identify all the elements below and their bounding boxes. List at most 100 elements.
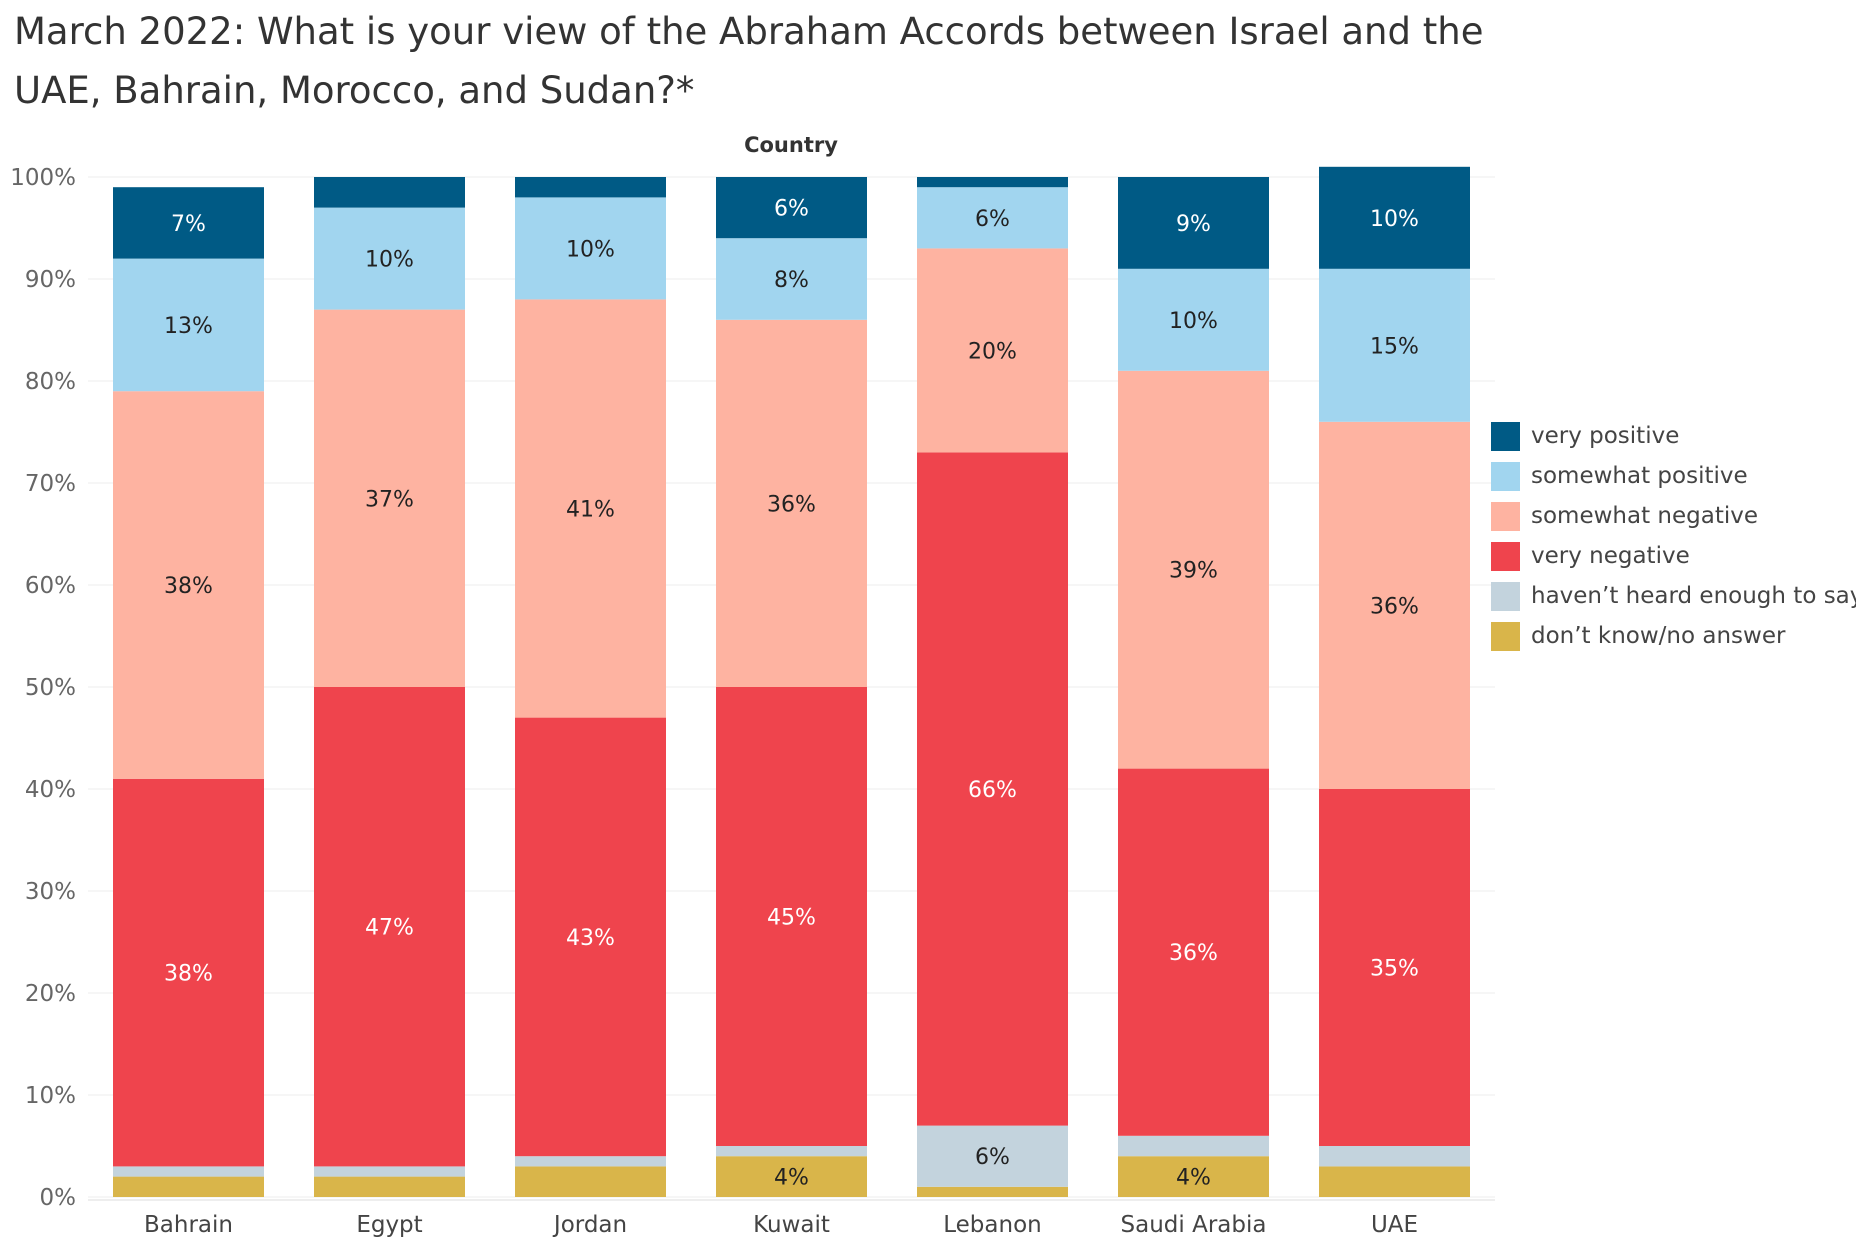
bar-segment-egypt-haven-t-heard-enough-to-say	[314, 1166, 465, 1177]
data-label-uae-somewhat-negative: 36%	[1370, 594, 1419, 619]
bar-segment-saudi-arabia-don-t-know-no-answer	[1118, 1156, 1269, 1197]
bar-segment-jordan-very-positive	[515, 177, 666, 198]
x-tick-label-egypt: Egypt	[356, 1212, 422, 1238]
bar-segment-bahrain-very-positive	[113, 187, 264, 259]
bar-segment-egypt-somewhat-negative	[314, 309, 465, 687]
bar-segment-kuwait-somewhat-positive	[716, 238, 867, 320]
bar-segment-lebanon-very-negative	[917, 452, 1068, 1126]
y-tick-label: 10%	[25, 1083, 76, 1109]
bar-segment-kuwait-very-positive	[716, 177, 867, 239]
legend-swatch	[1491, 461, 1520, 491]
data-label-bahrain-very-positive: 7%	[171, 212, 206, 237]
chart-title: March 2022: What is your view of the Abr…	[14, 10, 1484, 112]
legend-item-very-negative: very negative	[1491, 536, 1856, 576]
bar-segment-uae-very-positive	[1319, 166, 1470, 269]
data-label-uae-very-negative: 35%	[1370, 957, 1419, 982]
x-tick-label-jordan: Jordan	[552, 1212, 627, 1238]
segment-labels-group: 38% 38% 13% 7% 47% 37% 10% 43% 41% 10% 4% 45% 36% 8% 6…	[164, 197, 1419, 1191]
bar-segment-jordan-don-t-know-no-answer	[515, 1166, 666, 1197]
legend-item-don-t-know-no-answer: don’t know/no answer	[1491, 616, 1856, 656]
bar-segment-kuwait-very-negative	[716, 687, 867, 1146]
bar-segment-uae-somewhat-negative	[1319, 421, 1470, 789]
x-tick-label-saudi-arabia: Saudi Arabia	[1121, 1212, 1267, 1238]
bar-segment-jordan-somewhat-negative	[515, 299, 666, 718]
data-label-jordan-very-negative: 43%	[566, 926, 615, 951]
y-tick-label: 90%	[25, 267, 76, 293]
legend-label: haven’t heard enough to say	[1531, 583, 1856, 609]
data-label-jordan-somewhat-negative: 41%	[566, 498, 615, 523]
bar-segment-kuwait-somewhat-negative	[716, 319, 867, 687]
bar-segment-bahrain-somewhat-positive	[113, 258, 264, 392]
bar-segment-egypt-very-negative	[314, 687, 465, 1167]
bar-segment-saudi-arabia-somewhat-positive	[1118, 268, 1269, 371]
legend-swatch	[1491, 541, 1520, 571]
facet-header-country: Country	[744, 133, 838, 157]
data-label-saudi-arabia-very-negative: 36%	[1169, 941, 1218, 966]
legend-swatch	[1491, 621, 1520, 651]
bar-segment-lebanon-somewhat-positive	[917, 187, 1068, 249]
x-tick-label-uae: UAE	[1371, 1212, 1418, 1238]
legend: very positive somewhat positive somewhat n…	[1491, 416, 1856, 656]
data-label-kuwait-very-negative: 45%	[767, 906, 816, 931]
x-tick-label-bahrain: Bahrain	[144, 1212, 233, 1238]
data-label-bahrain-somewhat-positive: 13%	[164, 314, 213, 339]
data-label-egypt-somewhat-negative: 37%	[365, 487, 414, 512]
data-label-saudi-arabia-don-t-know-no-answer: 4%	[1176, 1166, 1211, 1191]
legend-item-somewhat-positive: somewhat positive	[1491, 456, 1856, 496]
bar-segment-egypt-very-positive	[314, 177, 465, 208]
y-tick-label: 0%	[40, 1185, 77, 1211]
bar-segment-bahrain-very-negative	[113, 778, 264, 1167]
bar-segment-jordan-haven-t-heard-enough-to-say	[515, 1156, 666, 1167]
data-label-saudi-arabia-somewhat-positive: 10%	[1169, 309, 1218, 334]
bar-segment-jordan-somewhat-positive	[515, 197, 666, 300]
y-tick-label: 50%	[25, 675, 76, 701]
bar-segment-kuwait-don-t-know-no-answer	[716, 1156, 867, 1197]
x-tick-label-kuwait: Kuwait	[753, 1212, 830, 1238]
bar-segment-lebanon-don-t-know-no-answer	[917, 1186, 1068, 1197]
data-label-kuwait-very-positive: 6%	[774, 197, 809, 222]
bar-segment-saudi-arabia-somewhat-negative	[1118, 370, 1269, 769]
legend-label: don’t know/no answer	[1531, 623, 1786, 649]
bar-segment-jordan-very-negative	[515, 717, 666, 1157]
bar-segment-bahrain-somewhat-negative	[113, 391, 264, 779]
y-tick-label: 60%	[25, 573, 76, 599]
data-label-uae-very-positive: 10%	[1370, 207, 1419, 232]
legend-item-very-positive: very positive	[1491, 416, 1856, 456]
data-label-bahrain-somewhat-negative: 38%	[164, 574, 213, 599]
data-label-lebanon-somewhat-positive: 6%	[975, 207, 1010, 232]
bar-segment-bahrain-haven-t-heard-enough-to-say	[113, 1166, 264, 1177]
y-tick-label: 40%	[25, 777, 76, 803]
bar-segment-lebanon-somewhat-negative	[917, 248, 1068, 453]
bar-segment-bahrain-don-t-know-no-answer	[113, 1176, 264, 1197]
bar-segment-uae-somewhat-positive	[1319, 268, 1470, 422]
legend-swatch	[1491, 421, 1520, 451]
bar-segment-egypt-somewhat-positive	[314, 207, 465, 310]
data-label-kuwait-don-t-know-no-answer: 4%	[774, 1166, 809, 1191]
data-label-saudi-arabia-somewhat-negative: 39%	[1169, 559, 1218, 584]
legend-item-somewhat-negative: somewhat negative	[1491, 496, 1856, 536]
data-label-egypt-somewhat-positive: 10%	[365, 248, 414, 273]
data-label-kuwait-somewhat-negative: 36%	[767, 492, 816, 517]
y-tick-label: 30%	[25, 879, 76, 905]
data-label-saudi-arabia-very-positive: 9%	[1176, 212, 1211, 237]
bar-segment-uae-haven-t-heard-enough-to-say	[1319, 1146, 1470, 1167]
data-label-lebanon-very-negative: 66%	[968, 778, 1017, 803]
data-label-egypt-very-negative: 47%	[365, 916, 414, 941]
data-label-kuwait-somewhat-positive: 8%	[774, 268, 809, 293]
bar-segment-saudi-arabia-haven-t-heard-enough-to-say	[1118, 1135, 1269, 1157]
legend-label: somewhat negative	[1531, 503, 1759, 529]
y-axis: 0% 10% 20% 30% 40% 50% 60% 70% 80% 90% 100%	[10, 165, 76, 1211]
bar-segment-uae-very-negative	[1319, 789, 1470, 1146]
y-tick-label: 80%	[25, 369, 76, 395]
data-label-uae-somewhat-positive: 15%	[1370, 334, 1419, 359]
legend-label: very positive	[1531, 423, 1680, 449]
bar-segment-lebanon-haven-t-heard-enough-to-say	[917, 1125, 1068, 1187]
bar-segment-uae-don-t-know-no-answer	[1319, 1166, 1470, 1197]
bar-segment-saudi-arabia-very-positive	[1118, 177, 1269, 269]
bar-segment-egypt-don-t-know-no-answer	[314, 1176, 465, 1197]
legend-swatch	[1491, 581, 1520, 611]
y-tick-label: 70%	[25, 471, 76, 497]
y-tick-label: 20%	[25, 981, 76, 1007]
x-axis: Bahrain Egypt Jordan Kuwait Lebanon Saudi Ara…	[144, 1212, 1418, 1238]
